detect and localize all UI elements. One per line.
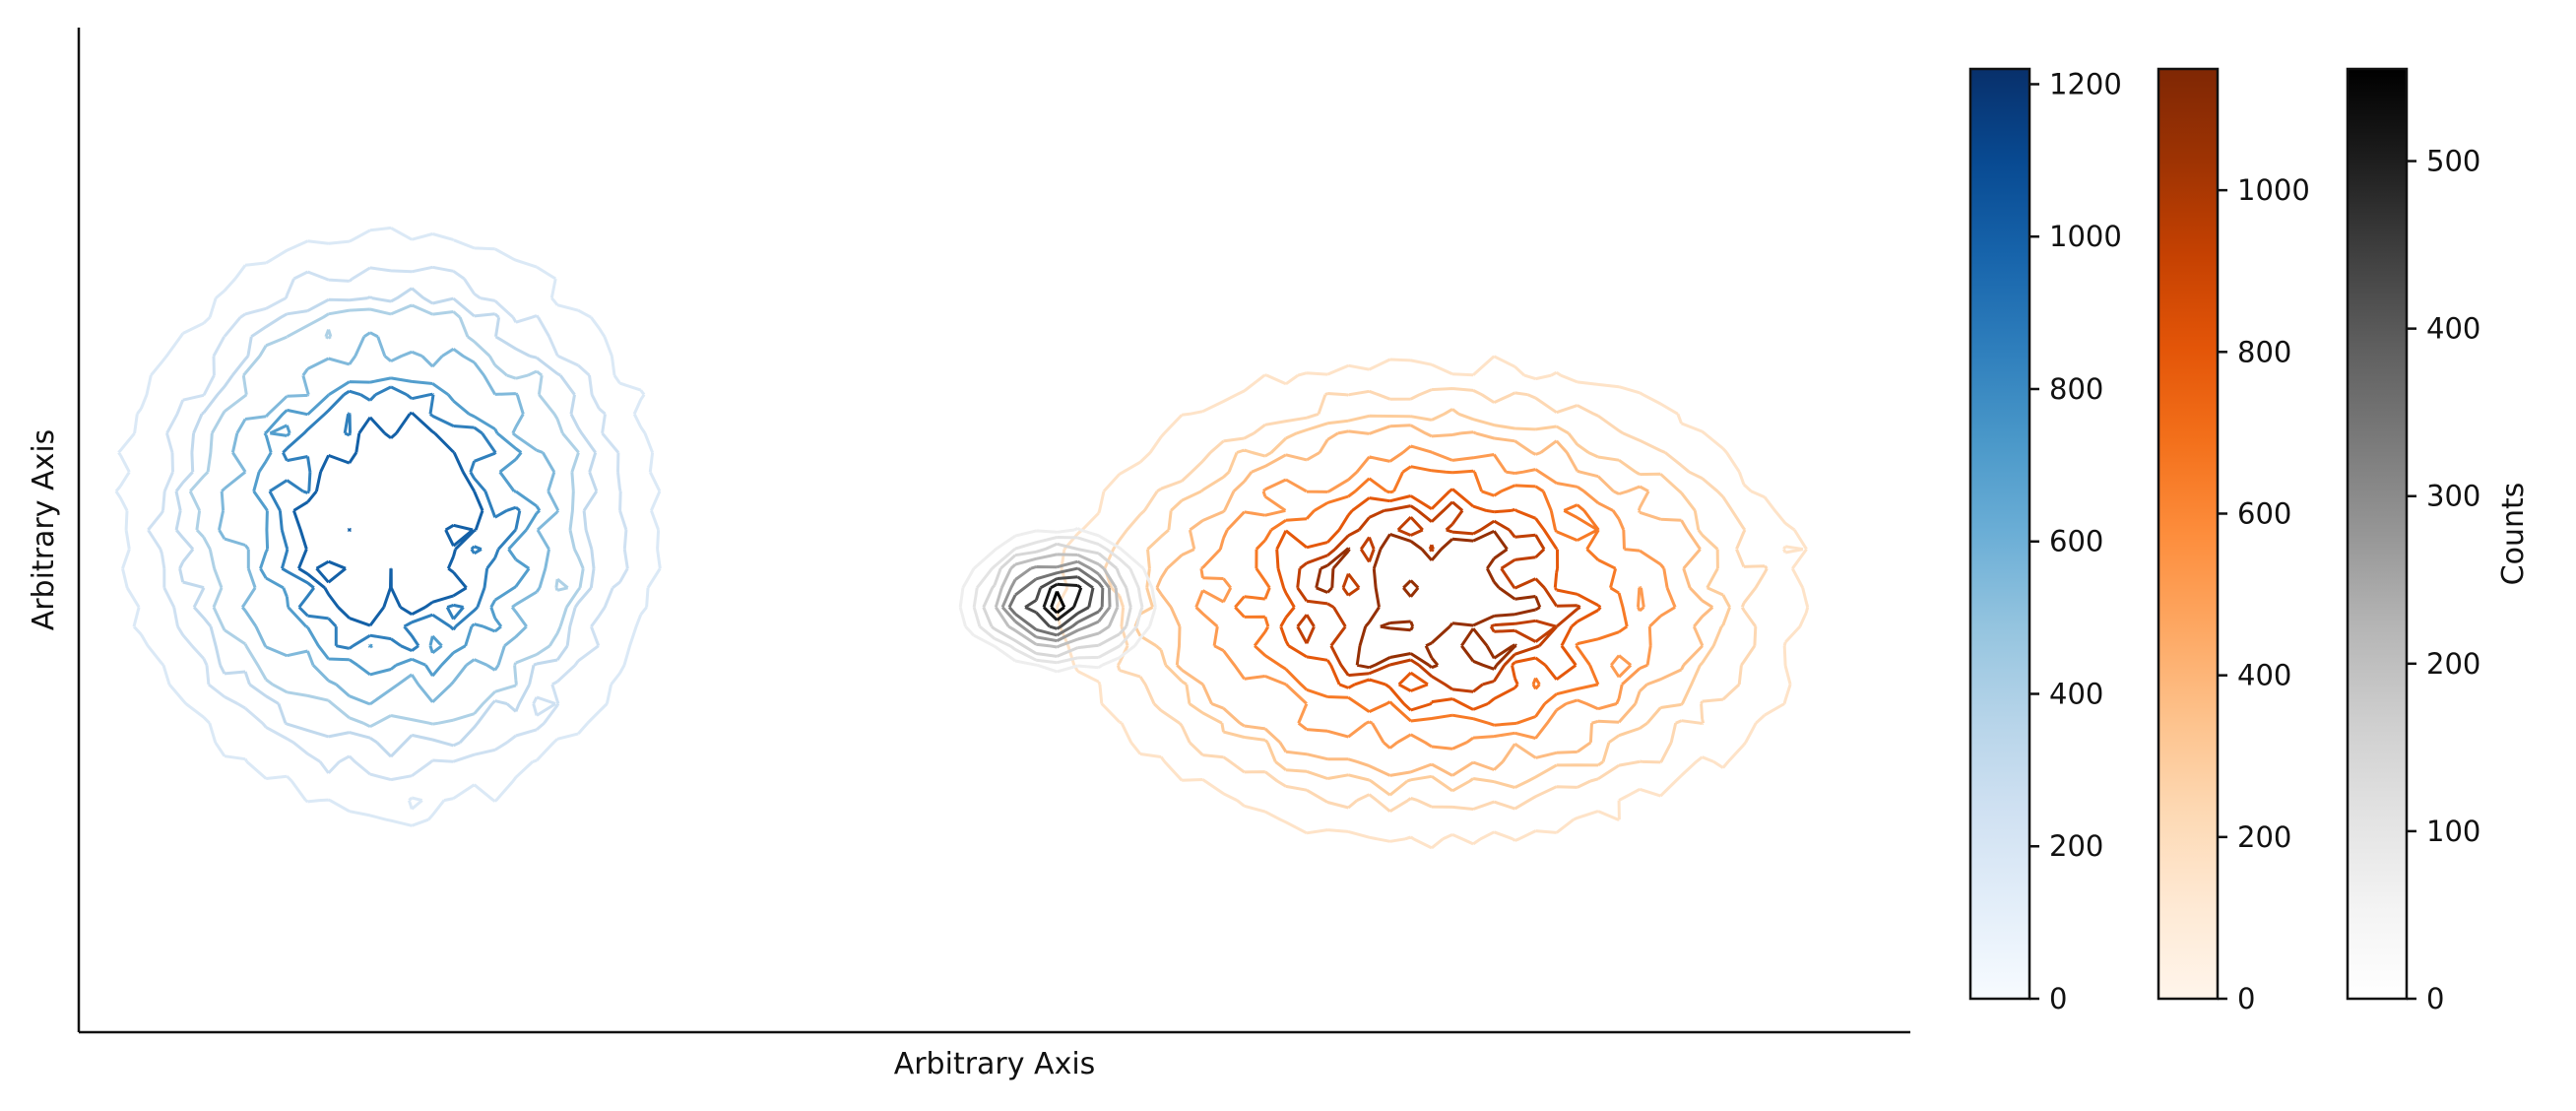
colorbar-gradient bbox=[1968, 67, 2031, 1001]
contour-level-blues-900 bbox=[291, 411, 484, 627]
contour-level-blues-150 bbox=[147, 265, 629, 782]
colorbar-tick-label: 600 bbox=[2049, 525, 2103, 558]
colorbar-oranges: 0 200 400 600 800 1000 bbox=[2157, 67, 2310, 1015]
colorbar-blues: 0 200 400 600 800 1000 1200 bbox=[1968, 67, 2122, 1015]
contour-level-greys-300 bbox=[1007, 566, 1105, 637]
colorbar-tick-label: 400 bbox=[2426, 312, 2480, 346]
contour-level-oranges-70 bbox=[1055, 355, 1810, 850]
contour-series-oranges bbox=[1055, 355, 1810, 850]
colorbar-tick-label: 1200 bbox=[2049, 67, 2122, 100]
colorbar-tick-label: 600 bbox=[2237, 496, 2291, 530]
colorbars: 0 200 400 600 800 1000 1200 0 200 400 600 800 1000 0 1… bbox=[1968, 67, 2531, 1015]
contour-level-blues-450 bbox=[218, 331, 560, 706]
contour-level-greys-100 bbox=[982, 542, 1132, 658]
colorbar-gradient bbox=[2346, 67, 2409, 1001]
colorbar-tick-label: 500 bbox=[2426, 145, 2480, 178]
contour-series-greys bbox=[958, 527, 1157, 674]
colorbar-tick-label: 800 bbox=[2049, 372, 2103, 406]
colorbar-greys: 0 100 200 300 400 500 Counts bbox=[2346, 67, 2531, 1015]
colorbar-tick-label: 400 bbox=[2237, 659, 2291, 692]
plot-area: Arbitrary Axis Arbitrary Axis bbox=[27, 28, 1910, 1081]
colorbar-tick-label: 300 bbox=[2426, 480, 2480, 513]
colorbar-tick-label: 0 bbox=[2426, 982, 2444, 1015]
contour-level-blues-225 bbox=[174, 287, 599, 758]
contour-level-blues-750 bbox=[268, 385, 522, 652]
contour-level-greys-460 bbox=[1042, 582, 1083, 621]
contour-level-blues-600 bbox=[252, 376, 542, 678]
colorbar-tick-label: 0 bbox=[2237, 982, 2255, 1015]
colorbar-tick-label: 800 bbox=[2237, 335, 2291, 368]
contour-level-oranges-560 bbox=[1234, 465, 1629, 727]
colorbar-tick-label: 400 bbox=[2049, 677, 2103, 710]
contour-level-greys-520 bbox=[1050, 590, 1066, 615]
contour-level-greys-30 bbox=[958, 527, 1157, 674]
contour-level-greys-230 bbox=[1000, 559, 1112, 643]
colorbar-tick-label: 1000 bbox=[2237, 173, 2310, 207]
contour-level-greys-160 bbox=[994, 553, 1120, 649]
contour-level-blues-300 bbox=[188, 303, 585, 729]
colorbar-gradient bbox=[2157, 67, 2220, 1001]
colorbar-tick-label: 100 bbox=[2426, 815, 2480, 848]
colorbar-tick-label: 0 bbox=[2049, 982, 2067, 1015]
contour-level-oranges-980 bbox=[1315, 529, 1542, 671]
colorbar-tick-label: 200 bbox=[2237, 820, 2291, 854]
x-axis-label: Arbitrary Axis bbox=[894, 1047, 1096, 1081]
contour-layer bbox=[114, 226, 1810, 850]
contour-level-blues-75 bbox=[114, 226, 662, 827]
colorbar-tick-label: 200 bbox=[2049, 829, 2103, 863]
colorbar-tick-label: 200 bbox=[2426, 647, 2480, 681]
contour-level-greys-60 bbox=[972, 536, 1144, 665]
contour-series-blues bbox=[114, 226, 662, 827]
contour-level-oranges-420 bbox=[1194, 444, 1677, 751]
contour-level-oranges-840 bbox=[1296, 500, 1581, 693]
contour-level-oranges-700 bbox=[1275, 488, 1602, 712]
colorbar-label: Counts bbox=[2496, 483, 2531, 586]
contour-level-oranges-280 bbox=[1155, 424, 1714, 777]
y-axis-label: Arbitrary Axis bbox=[27, 429, 61, 631]
contour-level-greys-380 bbox=[1024, 575, 1095, 630]
colorbar-tick-label: 1000 bbox=[2049, 220, 2122, 253]
